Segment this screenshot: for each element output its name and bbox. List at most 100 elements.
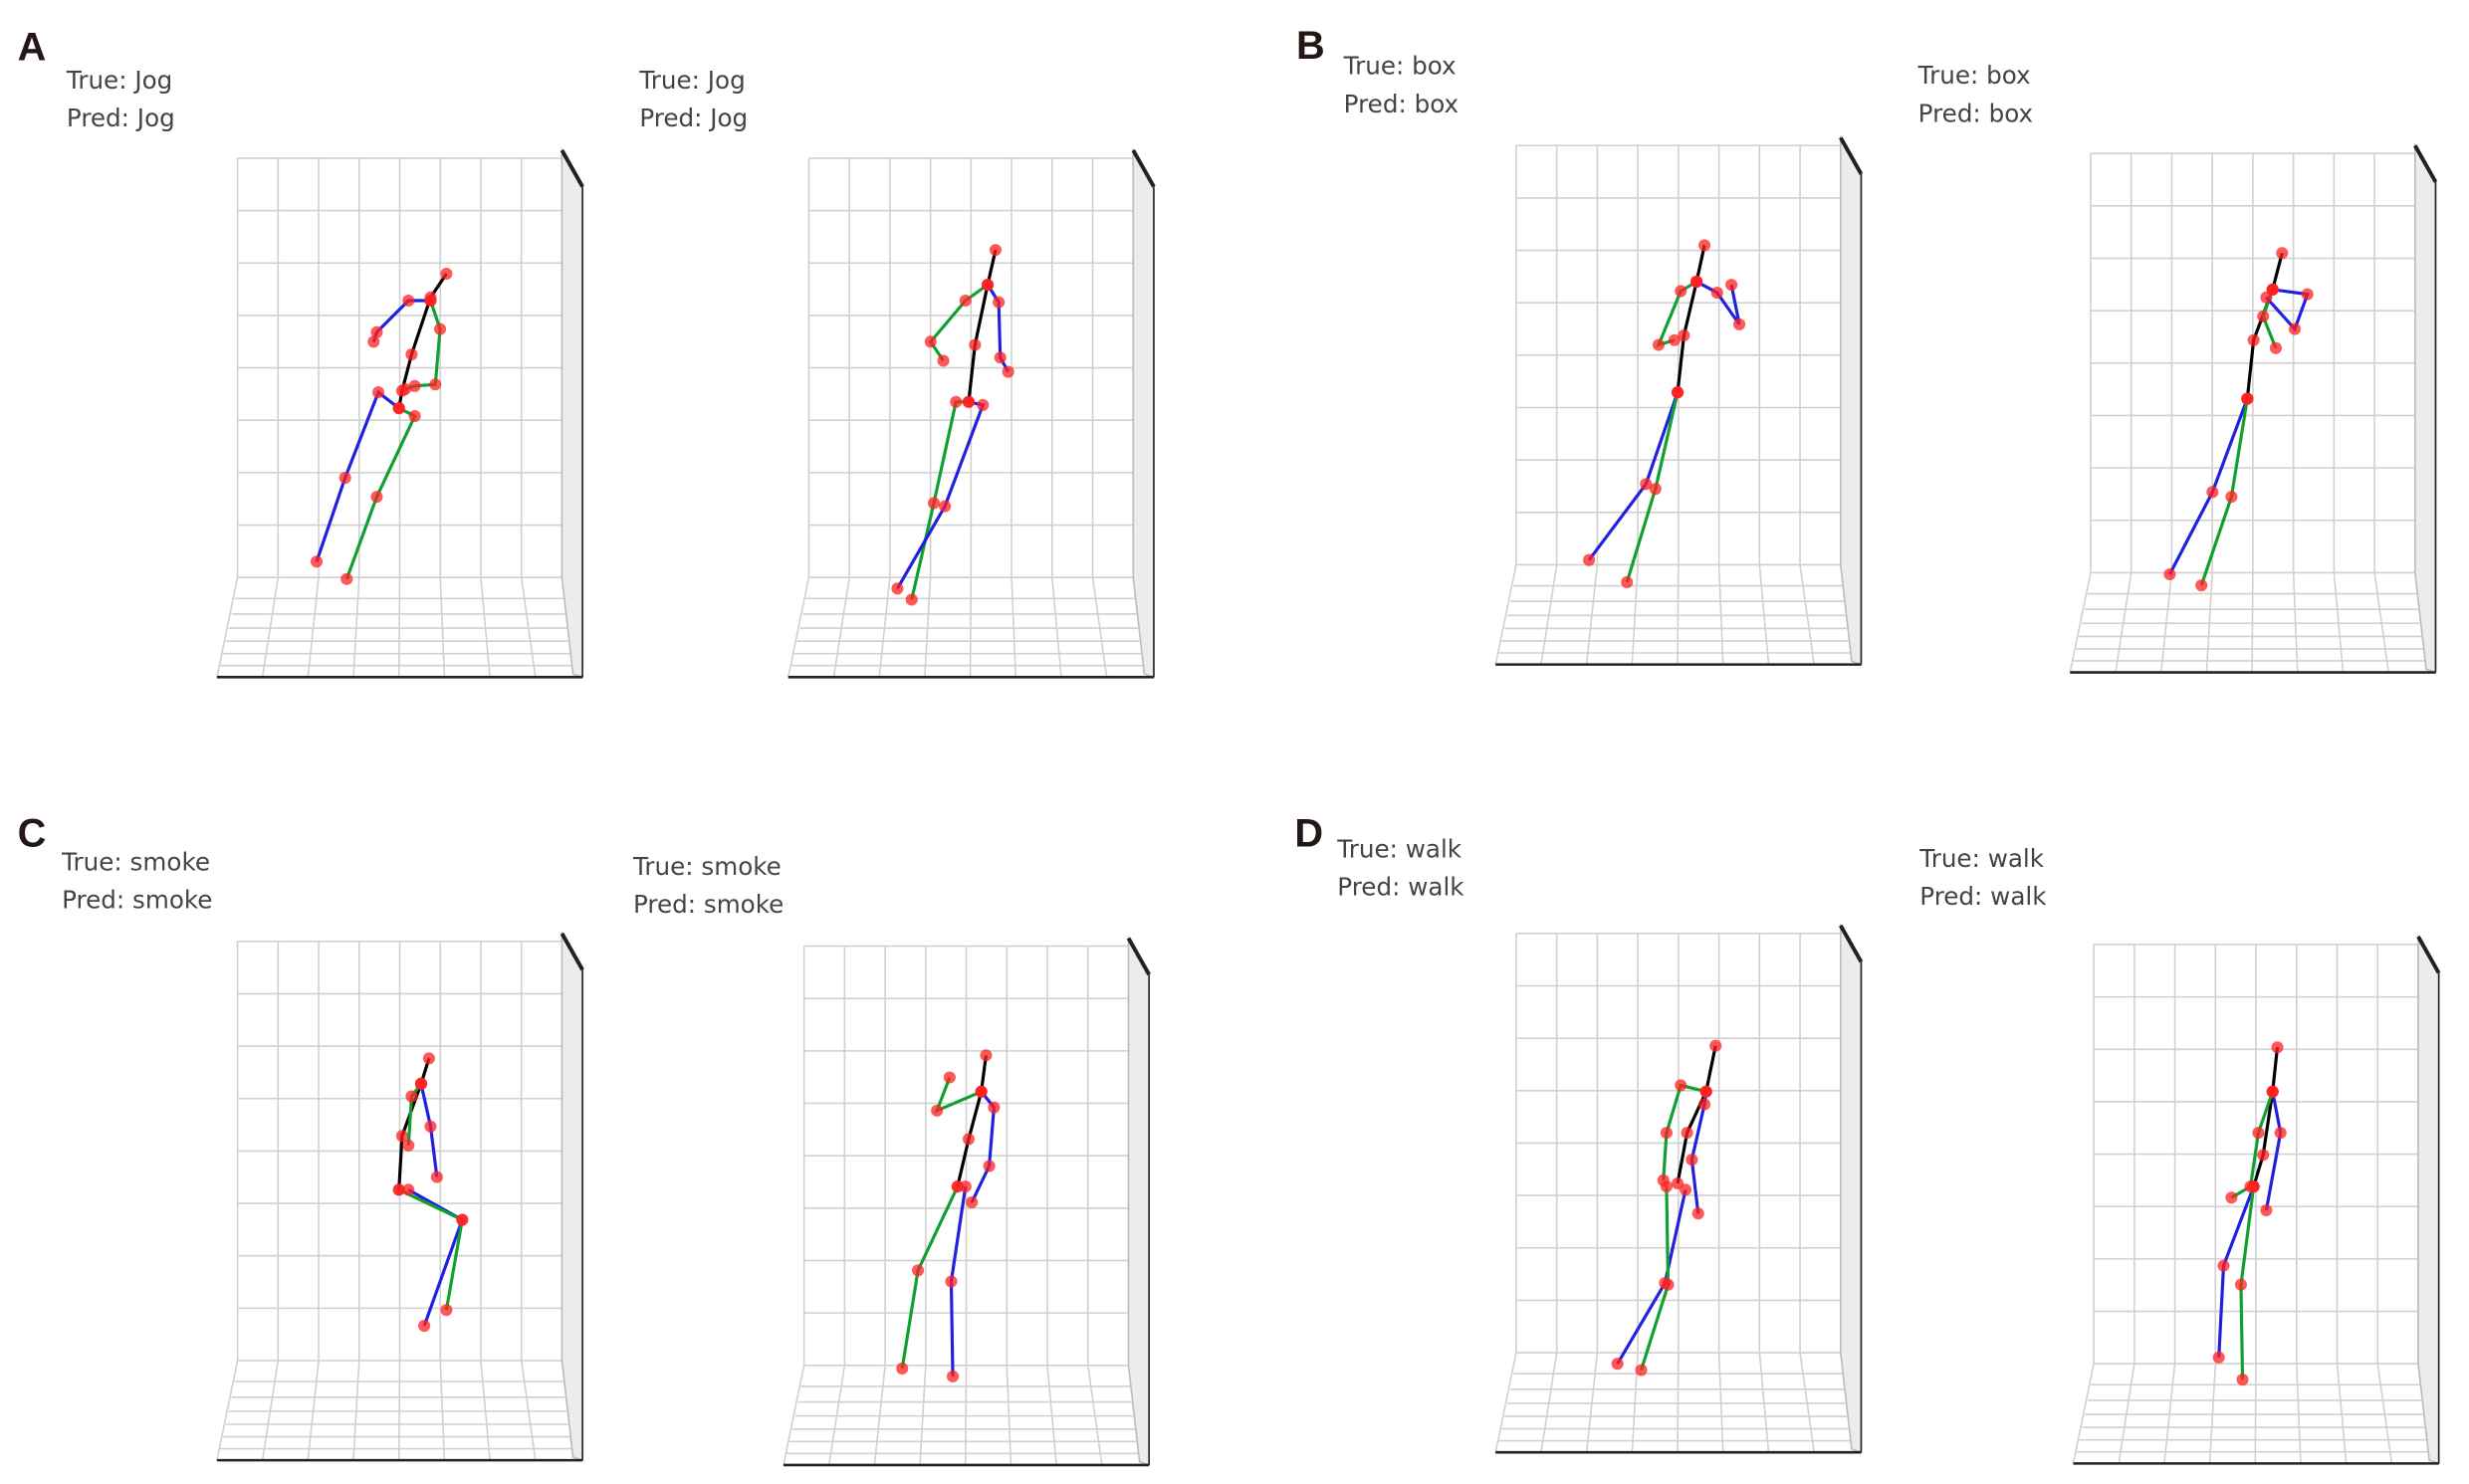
skeleton-joint (1698, 1098, 1711, 1111)
skeleton-joint (402, 1183, 415, 1196)
skeleton-joint (1675, 1079, 1687, 1092)
skeleton (896, 1049, 1001, 1382)
skeleton-joint (2225, 491, 2238, 504)
true-label: True: smoke (632, 852, 782, 881)
side-wall (2414, 142, 2437, 674)
floor-gridline (2069, 572, 2092, 673)
skeleton-joint (980, 1049, 993, 1062)
floor-gridline (2072, 1364, 2095, 1464)
pose-plot-3d (1494, 134, 1864, 666)
skeleton-joint (395, 1130, 408, 1143)
skeleton-limb (928, 283, 989, 362)
skeleton-joint (927, 497, 941, 510)
skeleton-joint (977, 398, 990, 411)
skeleton-joint (434, 322, 447, 335)
pose-plot-3d (216, 930, 584, 1462)
true-label: True: box (1917, 61, 2031, 90)
skeleton-joint (408, 379, 421, 392)
skeleton-joint (2257, 1149, 2270, 1162)
skeleton-joint (1640, 478, 1653, 491)
skeleton-joint (2163, 567, 2176, 581)
skeleton-joint (440, 1304, 453, 1317)
skeleton-joint (2236, 1374, 2249, 1386)
skeleton-joint (1699, 1085, 1712, 1098)
side-wall (561, 930, 583, 1462)
axes-grid (1494, 933, 1861, 1454)
pose-plot-3d (786, 146, 1156, 679)
skeleton-joint (2252, 1127, 2265, 1140)
axis-edge (560, 932, 584, 971)
true-label: True: box (1343, 52, 1457, 81)
axis-edge (1839, 924, 1864, 963)
axis-edge (1126, 937, 1151, 976)
skeleton (2212, 1041, 2287, 1386)
side-wall (2417, 933, 2440, 1465)
skeleton-joint (924, 335, 937, 348)
skeleton-joint (311, 555, 324, 568)
pred-label: Pred: box (1344, 90, 1459, 118)
skeleton-limb (2168, 398, 2249, 575)
skeleton-joint (2274, 1127, 2287, 1140)
pose-plot-3d (2072, 933, 2441, 1465)
side-wall (1840, 922, 1863, 1454)
skeleton-limb (1587, 391, 1680, 561)
pred-label: Pred: Jog (639, 104, 748, 132)
skeleton-joint (905, 593, 918, 606)
skeleton-spine (2252, 1047, 2280, 1187)
axes-grid (2069, 152, 2435, 674)
skeleton-joint (1672, 386, 1684, 399)
skeleton-joint (983, 1160, 996, 1172)
skeleton-limb (896, 400, 986, 590)
axes-grid (783, 945, 1149, 1466)
skeleton-joint (340, 572, 353, 585)
skeleton-limb (986, 284, 1010, 373)
skeleton-joint (370, 325, 383, 338)
skeleton-joint (962, 1133, 975, 1146)
true-label: True: walk (1336, 835, 1461, 864)
axis-edge (1839, 136, 1864, 175)
pred-label: Pred: smoke (62, 885, 212, 914)
floor-gridline (1494, 564, 1517, 665)
skeleton-joint (959, 1180, 972, 1193)
skeleton-joint (950, 395, 963, 408)
axes-grid (216, 940, 582, 1461)
axes-grid (1494, 144, 1861, 666)
skeleton-joint (456, 1213, 469, 1226)
skeleton-joint (2271, 1041, 2284, 1054)
skeleton-joint (989, 244, 1003, 257)
skeleton-spine (967, 249, 998, 402)
skeleton-joint (430, 1170, 443, 1183)
skeleton-joint (2260, 291, 2273, 304)
skeleton-joint (994, 351, 1007, 364)
skeleton-joint (2206, 486, 2219, 499)
floor-gridline (216, 577, 239, 678)
skeleton-joint (945, 1275, 958, 1288)
skeleton-limb (2265, 288, 2310, 332)
side-wall (1127, 935, 1150, 1467)
skeleton-joint (1660, 1180, 1673, 1193)
skeleton-limb (2217, 1185, 2256, 1358)
skeleton-joint (414, 1077, 428, 1090)
pose-plot-3d (783, 935, 1151, 1467)
skeleton-joint (1691, 1207, 1704, 1220)
skeleton-joint (372, 386, 385, 399)
skeleton (1611, 1039, 1722, 1377)
floor-gridline (216, 1360, 239, 1461)
skeleton-joint (405, 348, 418, 361)
skeleton-joint (424, 294, 437, 308)
axes-grid (786, 157, 1154, 679)
skeleton-joint (338, 472, 351, 485)
skeleton (1583, 239, 1746, 588)
skeleton-joint (2266, 1085, 2279, 1098)
skeleton-joint (1668, 333, 1681, 346)
true-label: True: Jog (638, 66, 745, 95)
side-wall (1840, 134, 1863, 666)
skeleton-joint (1725, 279, 1738, 292)
skeleton-limb (970, 1090, 997, 1203)
floor-gridline (786, 577, 810, 678)
skeleton-joint (402, 1139, 415, 1152)
skeleton-joint (939, 500, 952, 513)
skeleton-joint (943, 1071, 956, 1084)
skeleton-joint (1660, 1127, 1673, 1140)
